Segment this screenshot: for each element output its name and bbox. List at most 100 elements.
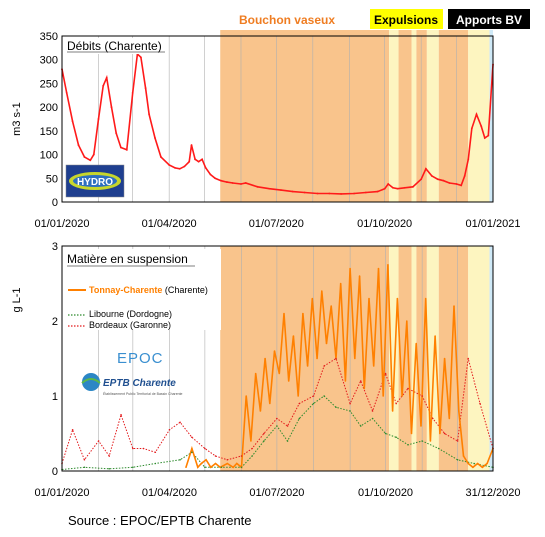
libourne-point (456, 458, 459, 461)
ssc-x-tick-label: 01/04/2020 (142, 487, 197, 499)
flow-expulsions-band-0 (389, 36, 399, 202)
tonnay-point (302, 312, 304, 315)
flow-apports-band-0 (489, 36, 493, 202)
bordeaux-point (335, 357, 337, 360)
tonnay-point (325, 342, 328, 345)
flow-plot-frame (61, 35, 494, 203)
tonnay-point (200, 462, 203, 465)
tonnay-point (311, 297, 314, 300)
flow-point (125, 148, 128, 151)
ssc-expulsions-band-0 (389, 246, 399, 471)
flow-point (188, 160, 191, 163)
ssc-y-tick-label: 1 (52, 391, 58, 403)
tonnay-point (273, 350, 276, 352)
flow-title-bg (64, 38, 168, 54)
flow-point (168, 164, 171, 166)
header-bouchon-band-1 (398, 30, 412, 36)
ssc-series-points (61, 263, 494, 471)
flow-point (480, 125, 483, 128)
flow-point (231, 182, 234, 184)
libourne-point (335, 406, 337, 409)
flow-y-tick-label: 50 (46, 173, 58, 185)
flow-point (436, 178, 439, 181)
bouchon-header: Bouchon vaseux (239, 13, 335, 27)
bordeaux-point (359, 380, 362, 382)
flow-point (209, 173, 212, 176)
flow-point (291, 190, 294, 193)
flow-point (178, 167, 181, 170)
tonnay-point (354, 357, 356, 360)
tonnay-point (316, 357, 318, 360)
ssc-legend-bg (64, 249, 221, 330)
tonnay-point (245, 395, 248, 397)
libourne-point (312, 402, 315, 405)
flow-point (204, 166, 207, 169)
bordeaux-point (108, 455, 111, 457)
flow-bouchon-band-2 (416, 36, 427, 202)
bordeaux-point (286, 425, 289, 427)
tonnay-point (453, 305, 455, 307)
flow-point (430, 175, 433, 177)
tonnay-point (486, 462, 488, 465)
flow-x-tick-label: 01/07/2020 (249, 218, 304, 230)
libourne-point (251, 455, 253, 457)
tonnay-point (481, 466, 484, 469)
ssc-plot-frame (61, 245, 494, 472)
libourne-point (108, 467, 111, 470)
libourne-point (220, 466, 223, 469)
flow-point (244, 182, 247, 184)
flow-point (268, 187, 271, 190)
tonnay-point (235, 462, 238, 465)
bordeaux-point (154, 451, 157, 454)
ssc-x-tick-label: 31/12/2020 (465, 487, 520, 499)
tonnay-point (283, 312, 285, 315)
tonnay-point (292, 335, 295, 337)
libourne-point (323, 395, 325, 397)
svg-text:EPTB Charente: EPTB Charente (103, 378, 176, 389)
tonnay-point (401, 395, 403, 397)
tonnay-point (363, 387, 366, 390)
bordeaux-point (214, 455, 217, 457)
bordeaux-point (71, 428, 74, 431)
tonnay-point (406, 320, 408, 322)
flow-point (115, 132, 118, 135)
tonnay-point (358, 275, 361, 277)
tonnay-point (214, 462, 217, 465)
flow-point (89, 159, 92, 162)
flow-point (110, 106, 113, 109)
flow-point (154, 137, 156, 139)
flow-point (83, 156, 86, 158)
libourne-point (395, 436, 397, 439)
tonnay-point (382, 395, 384, 397)
flow-point (194, 158, 196, 161)
flow-point (240, 183, 242, 185)
ssc-y-ticks: 0 1 2 3 (52, 241, 58, 478)
bordeaux-point (168, 428, 171, 431)
flow-point (214, 177, 216, 180)
tonnay-point (259, 410, 262, 412)
tonnay-point (429, 440, 432, 442)
flow-y-tick-label: 250 (40, 78, 58, 90)
tonnay-point (196, 466, 199, 469)
header-bouchon-band-3 (438, 30, 469, 36)
tonnay-point (443, 357, 446, 360)
flow-x-tick-label: 01/10/2020 (357, 218, 412, 230)
legend-libourne-label: Libourne (Dordogne) (89, 309, 172, 319)
ssc-expulsions-band-1 (411, 246, 417, 471)
tonnay-point (424, 297, 427, 300)
ssc-bouchon-band-3 (438, 246, 469, 471)
flow-point (340, 193, 342, 195)
libourne-point (191, 451, 193, 454)
eptb-logo: EPTB Charente Établissement Public Terri… (81, 373, 183, 396)
header-expulsions-band-0 (389, 30, 399, 36)
flow-point (396, 187, 399, 190)
header-expulsions-band-3 (468, 30, 490, 36)
tonnay-point (339, 282, 342, 285)
legend-tonnay-suffix: (Charente) (162, 285, 208, 295)
flow-point (77, 144, 80, 146)
apports-header-bg (448, 9, 530, 29)
flow-point (383, 187, 386, 190)
flow-x-tick-label: 01/04/2020 (142, 218, 197, 230)
bordeaux-point (191, 436, 193, 439)
